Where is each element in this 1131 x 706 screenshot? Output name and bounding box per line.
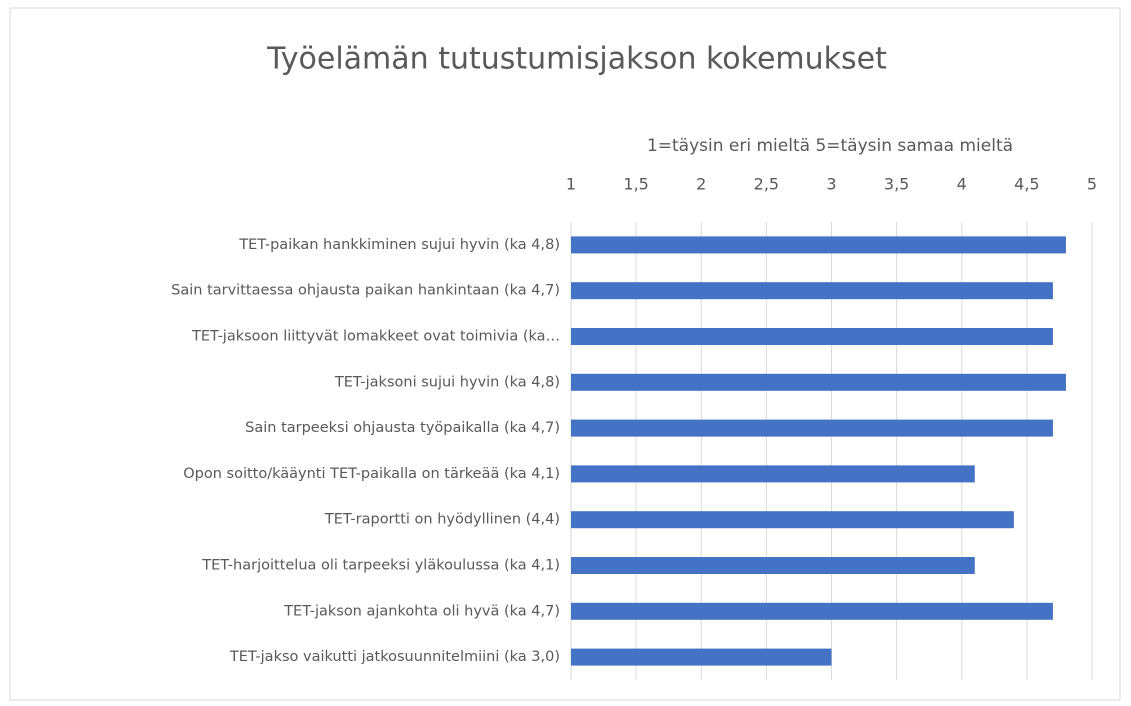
bar xyxy=(571,328,1053,345)
x-tick-label: 4 xyxy=(957,175,967,194)
y-tick-label: TET-harjoittelua oli tarpeeksi yläkoulus… xyxy=(201,558,560,574)
y-tick-label: TET-jaksoni sujui hyvin (ka 4,8) xyxy=(334,374,560,390)
bar xyxy=(571,373,1066,391)
y-tick-label: TET-paikan hankkiminen sujui hyvin (ka 4… xyxy=(238,237,560,253)
bar xyxy=(571,557,975,574)
x-tick-label: 3,5 xyxy=(884,175,909,194)
chart-frame xyxy=(9,7,1121,701)
y-tick-label: TET-jakson ajankohta oli hyvä (ka 4,7) xyxy=(283,603,560,619)
axis-title: 1=täysin eri mieltä 5=täysin samaa mielt… xyxy=(647,136,1013,156)
bar xyxy=(571,282,1053,300)
chart-title: Työelämän tutustumisjakson kokemukset xyxy=(266,42,887,77)
x-tick-label: 2 xyxy=(696,175,706,194)
y-tick-label: TET-jakso vaikutti jatkosuunnitelmiini (… xyxy=(229,649,560,665)
x-tick-label: 2,5 xyxy=(754,175,779,194)
y-tick-label: Sain tarpeeksi ohjausta työpaikalla (ka … xyxy=(245,420,560,436)
x-tick-label: 4,5 xyxy=(1014,175,1039,194)
bar xyxy=(571,465,975,483)
y-tick-label: TET-raportti on hyödyllinen (4,4) xyxy=(324,512,560,528)
y-tick-label: TET-jaksoon liittyvät lomakkeet ovat toi… xyxy=(191,329,560,345)
y-tick-label: Sain tarvittaessa ohjausta paikan hankin… xyxy=(171,283,560,299)
x-tick-label: 1 xyxy=(566,175,576,194)
bar xyxy=(571,236,1066,254)
x-tick-label: 3 xyxy=(826,175,836,194)
x-tick-label: 1,5 xyxy=(623,175,648,194)
bar xyxy=(571,648,832,666)
bar xyxy=(571,602,1053,620)
y-tick-label: Opon soitto/kääynti TET-paikalla on tärk… xyxy=(183,466,560,482)
x-tick-label: 5 xyxy=(1087,175,1097,194)
bar xyxy=(571,511,1014,529)
bar xyxy=(571,419,1053,437)
